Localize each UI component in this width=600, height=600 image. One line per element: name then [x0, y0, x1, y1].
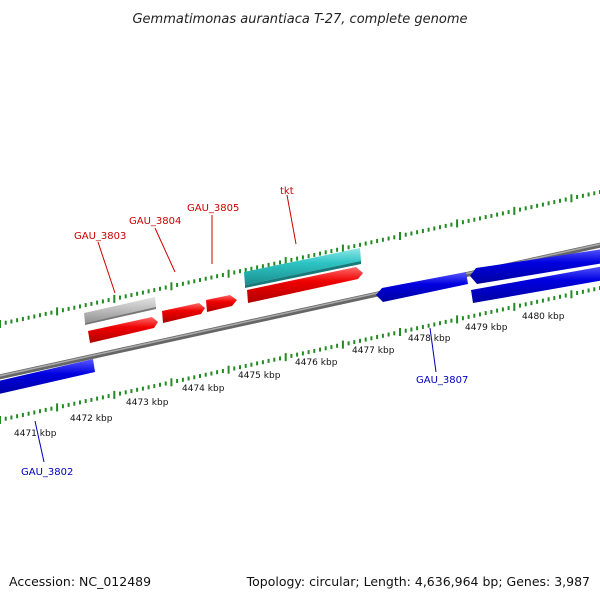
gray-feature[interactable] [84, 297, 156, 325]
gene-label-gau3807[interactable]: GAU_3807 [416, 375, 468, 386]
scale-label-4476: 4476 kbp [295, 358, 338, 368]
gene-gau3803-arrow[interactable] [88, 317, 158, 343]
scale-label-4474: 4474 kbp [182, 384, 225, 394]
gene-label-gau3803[interactable]: GAU_3803 [74, 231, 126, 242]
upper-scale-ruler [0, 190, 600, 328]
scale-label-4473: 4473 kbp [126, 398, 169, 408]
gene-gau3807-arrow[interactable] [376, 272, 468, 302]
lower-scale-ruler [0, 286, 600, 424]
gene-label-gau3804[interactable]: GAU_3804 [129, 216, 181, 227]
scale-label-4479: 4479 kbp [465, 323, 508, 333]
map-title: Gemmatimonas aurantiaca T-27, complete g… [132, 12, 467, 27]
gene-label-tkt[interactable]: tkt [280, 186, 294, 197]
scale-label-4471: 4471 kbp [14, 429, 57, 439]
scale-label-4478: 4478 kbp [408, 334, 451, 344]
gene-blue-upper-right-arrow[interactable] [470, 248, 600, 284]
gene-gau3802-arrow[interactable] [0, 359, 95, 396]
scale-label-4480: 4480 kbp [522, 312, 565, 322]
accession-text: Accession: NC_012489 [9, 574, 151, 589]
gene-label-gau3802[interactable]: GAU_3802 [21, 467, 73, 478]
topology-text: Topology: circular; Length: 4,636,964 bp… [246, 574, 590, 589]
label-leaders [34, 194, 437, 463]
scale-label-4477: 4477 kbp [352, 346, 395, 356]
scale-label-4472: 4472 kbp [70, 414, 113, 424]
gene-gau3804-arrow[interactable] [162, 303, 205, 323]
gene-tkt-arrow[interactable] [247, 267, 363, 303]
gene-label-gau3805[interactable]: GAU_3805 [187, 203, 239, 214]
gene-gau3805-arrow[interactable] [206, 295, 237, 312]
tkt-feature-upper[interactable] [244, 248, 361, 288]
gene-blue-lower-right-arrow[interactable] [471, 265, 600, 303]
scale-label-4475: 4475 kbp [238, 371, 281, 381]
